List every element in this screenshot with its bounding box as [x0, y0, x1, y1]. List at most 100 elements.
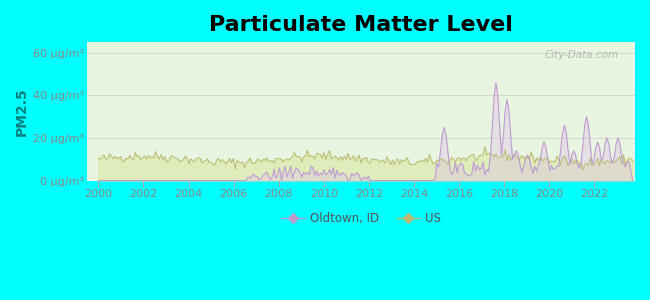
Bar — [87, 178, 635, 179]
Bar — [87, 179, 635, 180]
Bar — [87, 178, 635, 179]
Bar — [87, 178, 635, 180]
Bar — [87, 178, 635, 180]
Bar — [87, 178, 635, 179]
Bar — [87, 179, 635, 180]
Bar — [87, 178, 635, 179]
Bar — [87, 178, 635, 179]
Bar — [87, 178, 635, 180]
Bar — [87, 179, 635, 180]
Bar — [87, 178, 635, 179]
Bar — [87, 178, 635, 180]
Bar — [87, 178, 635, 180]
Bar — [87, 178, 635, 180]
Bar — [87, 178, 635, 180]
Bar — [87, 178, 635, 179]
Bar — [87, 179, 635, 180]
Bar — [87, 179, 635, 181]
Bar — [87, 178, 635, 179]
Bar — [87, 178, 635, 180]
Bar — [87, 178, 635, 180]
Bar — [87, 179, 635, 180]
Bar — [87, 179, 635, 180]
Bar — [87, 179, 635, 180]
Title: Particulate Matter Level: Particulate Matter Level — [209, 15, 513, 35]
Bar — [87, 178, 635, 180]
Bar — [87, 178, 635, 179]
Bar — [87, 178, 635, 179]
Bar — [87, 178, 635, 179]
Bar — [87, 178, 635, 180]
Bar — [87, 178, 635, 179]
Bar — [87, 179, 635, 180]
Bar — [87, 178, 635, 180]
Text: City-Data.com: City-Data.com — [545, 50, 619, 60]
Bar — [87, 178, 635, 180]
Bar — [87, 179, 635, 181]
Bar — [87, 179, 635, 180]
Bar — [87, 178, 635, 180]
Bar — [87, 179, 635, 181]
Bar — [87, 178, 635, 180]
Bar — [87, 178, 635, 180]
Bar — [87, 178, 635, 179]
Bar — [87, 179, 635, 180]
Bar — [87, 179, 635, 180]
Bar — [87, 178, 635, 180]
Bar — [87, 179, 635, 180]
Bar — [87, 178, 635, 179]
Bar — [87, 178, 635, 180]
Bar — [87, 178, 635, 180]
Bar — [87, 179, 635, 180]
Bar — [87, 179, 635, 180]
Bar — [87, 178, 635, 179]
Bar — [87, 178, 635, 180]
Bar — [87, 178, 635, 179]
Bar — [87, 178, 635, 180]
Bar — [87, 179, 635, 180]
Bar — [87, 179, 635, 180]
Bar — [87, 178, 635, 179]
Bar — [87, 178, 635, 180]
Bar — [87, 178, 635, 180]
Bar — [87, 179, 635, 180]
Bar — [87, 178, 635, 179]
Bar — [87, 178, 635, 180]
Bar — [87, 178, 635, 179]
Bar — [87, 178, 635, 179]
Bar — [87, 178, 635, 179]
Bar — [87, 179, 635, 180]
Bar — [87, 178, 635, 179]
Bar — [87, 178, 635, 180]
Bar — [87, 179, 635, 180]
Bar — [87, 179, 635, 180]
Bar — [87, 179, 635, 180]
Bar — [87, 178, 635, 179]
Bar — [87, 178, 635, 180]
Bar — [87, 179, 635, 180]
Bar — [87, 178, 635, 180]
Bar — [87, 179, 635, 180]
Bar — [87, 178, 635, 180]
Bar — [87, 178, 635, 180]
Bar — [87, 178, 635, 179]
Bar — [87, 179, 635, 181]
Bar — [87, 179, 635, 180]
Bar — [87, 179, 635, 180]
Bar — [87, 178, 635, 179]
Bar — [87, 178, 635, 179]
Bar — [87, 178, 635, 179]
Bar — [87, 179, 635, 180]
Bar — [87, 179, 635, 180]
Bar — [87, 179, 635, 180]
Bar — [87, 178, 635, 180]
Bar — [87, 179, 635, 180]
Bar — [87, 178, 635, 180]
Y-axis label: PM2.5: PM2.5 — [15, 87, 29, 136]
Bar — [87, 179, 635, 180]
Bar — [87, 178, 635, 180]
Bar — [87, 178, 635, 179]
Bar — [87, 178, 635, 180]
Bar — [87, 178, 635, 179]
Bar — [87, 178, 635, 179]
